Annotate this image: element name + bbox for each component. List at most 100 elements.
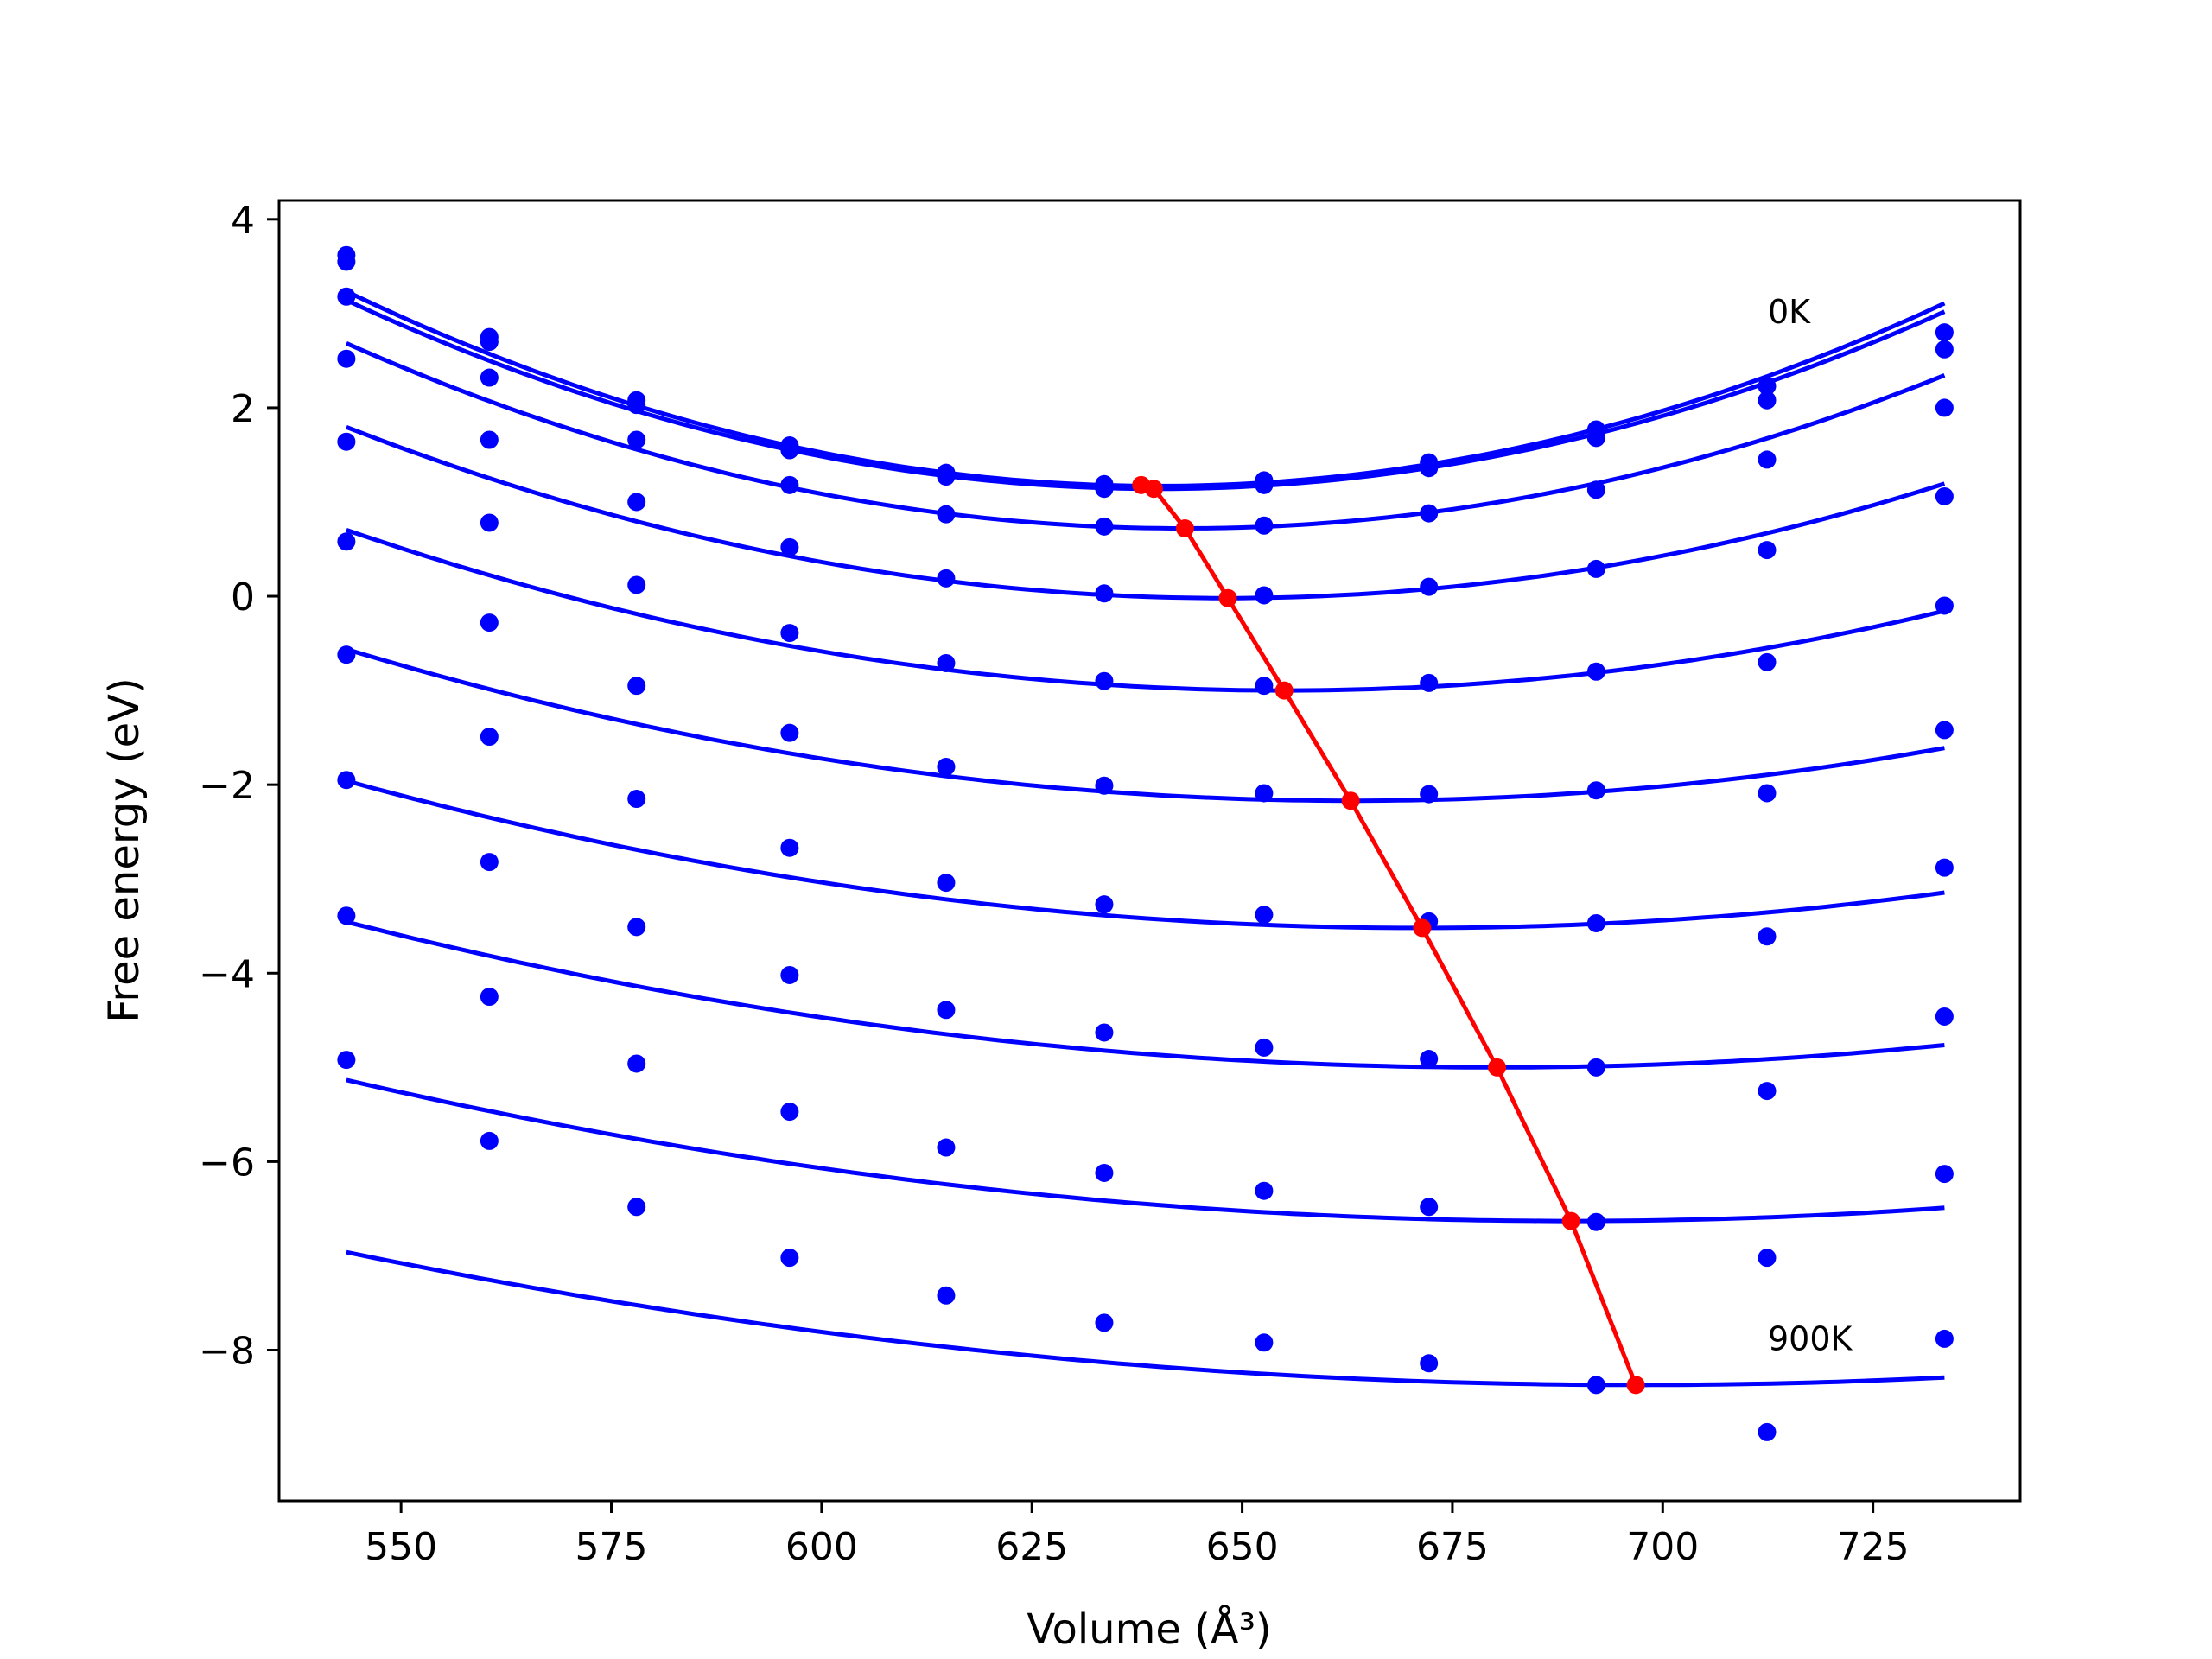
data-point <box>937 569 956 588</box>
y-axis-ticks: −8 −6 −4 −2 0 2 4 <box>199 199 279 1374</box>
data-point <box>627 918 646 937</box>
data-point <box>1758 377 1777 396</box>
data-point <box>337 906 356 925</box>
data-point <box>480 853 499 872</box>
data-point <box>1095 584 1114 603</box>
fit-curve-7 <box>346 919 1945 1070</box>
data-point <box>780 1103 799 1122</box>
x-axis-ticks: 550 575 600 625 650 675 700 725 <box>365 1501 1910 1569</box>
data-point <box>1758 784 1777 803</box>
data-point <box>1420 577 1439 596</box>
data-point <box>480 613 499 632</box>
x-tick-label: 575 <box>575 1525 648 1569</box>
data-point <box>1095 671 1114 690</box>
data-point <box>627 575 646 594</box>
minimum-point <box>1561 1211 1580 1230</box>
data-point <box>480 728 499 747</box>
fit-curve-3 <box>346 424 1946 601</box>
data-point <box>1420 1050 1439 1069</box>
annotation-900k: 900K <box>1768 1320 1853 1358</box>
data-point <box>1095 1023 1114 1042</box>
data-point <box>1095 517 1114 536</box>
data-point <box>937 653 956 672</box>
data-point <box>937 1001 956 1020</box>
data-point <box>1586 1058 1605 1077</box>
data-point <box>780 475 799 494</box>
x-tick-label: 675 <box>1416 1525 1489 1569</box>
data-point <box>480 368 499 387</box>
data-point <box>1586 662 1605 681</box>
data-point <box>337 771 356 790</box>
data-point <box>937 467 956 486</box>
data-point <box>1935 398 1954 417</box>
y-tick-label: −6 <box>199 1141 255 1185</box>
fit-curve-8 <box>346 1077 1945 1224</box>
data-point <box>780 441 799 460</box>
fit-curves <box>345 289 1946 1388</box>
data-point <box>937 1138 956 1157</box>
data-point <box>1758 927 1777 946</box>
minimum-point <box>1175 519 1194 538</box>
minimum-point <box>1488 1058 1507 1077</box>
x-axis-label: Volume (Å³) <box>1027 1605 1271 1654</box>
data-point <box>1758 652 1777 671</box>
data-point <box>937 1286 956 1305</box>
data-point <box>1255 1181 1274 1200</box>
data-points <box>337 245 1954 1441</box>
data-point <box>480 513 499 532</box>
data-point <box>1586 480 1605 499</box>
data-point <box>1935 1329 1954 1348</box>
data-point <box>480 988 499 1007</box>
minimum-point <box>1144 480 1163 499</box>
data-point <box>627 790 646 809</box>
data-point <box>1255 586 1274 605</box>
data-point <box>1935 1007 1954 1026</box>
data-point <box>1935 340 1954 359</box>
minimum-point <box>1413 918 1432 938</box>
data-point <box>1095 895 1114 914</box>
data-point <box>1255 516 1274 535</box>
data-point <box>1095 1313 1114 1332</box>
y-tick-label: −8 <box>199 1330 255 1374</box>
data-point <box>1935 721 1954 740</box>
y-axis-label: Free energy (eV) <box>100 677 149 1022</box>
data-point <box>1255 677 1274 696</box>
data-point <box>627 396 646 415</box>
data-point <box>480 333 499 352</box>
data-point <box>1935 858 1954 877</box>
data-point <box>480 1131 499 1150</box>
minimum-line <box>1132 475 1645 1395</box>
data-point <box>1935 486 1954 505</box>
x-tick-label: 600 <box>785 1525 858 1569</box>
data-point <box>780 1249 799 1268</box>
data-point <box>1420 1354 1439 1373</box>
data-point <box>337 1051 356 1070</box>
data-point <box>937 757 956 776</box>
fit-curve-5 <box>346 646 1945 804</box>
data-point <box>627 430 646 449</box>
data-point <box>1586 1376 1605 1395</box>
y-tick-label: −2 <box>199 764 255 808</box>
data-point <box>1935 1165 1954 1184</box>
x-tick-label: 550 <box>365 1525 437 1569</box>
data-point <box>627 1054 646 1073</box>
x-tick-label: 625 <box>995 1525 1068 1569</box>
data-point <box>337 432 356 451</box>
fit-curve-9 <box>346 1249 1945 1388</box>
data-point <box>337 645 356 664</box>
data-point <box>937 505 956 524</box>
data-point <box>337 252 356 271</box>
minimum-point <box>1626 1376 1645 1395</box>
minimum-path <box>1141 482 1638 1386</box>
data-point <box>627 1198 646 1217</box>
plot-frame <box>277 199 2022 1503</box>
data-point <box>1935 323 1954 342</box>
data-point <box>1935 596 1954 615</box>
fit-curve-4 <box>346 528 1945 693</box>
data-point <box>337 532 356 551</box>
data-point <box>1758 1082 1777 1101</box>
y-tick-label: 4 <box>231 199 255 243</box>
data-point <box>1758 1249 1777 1268</box>
data-point <box>1095 480 1114 499</box>
